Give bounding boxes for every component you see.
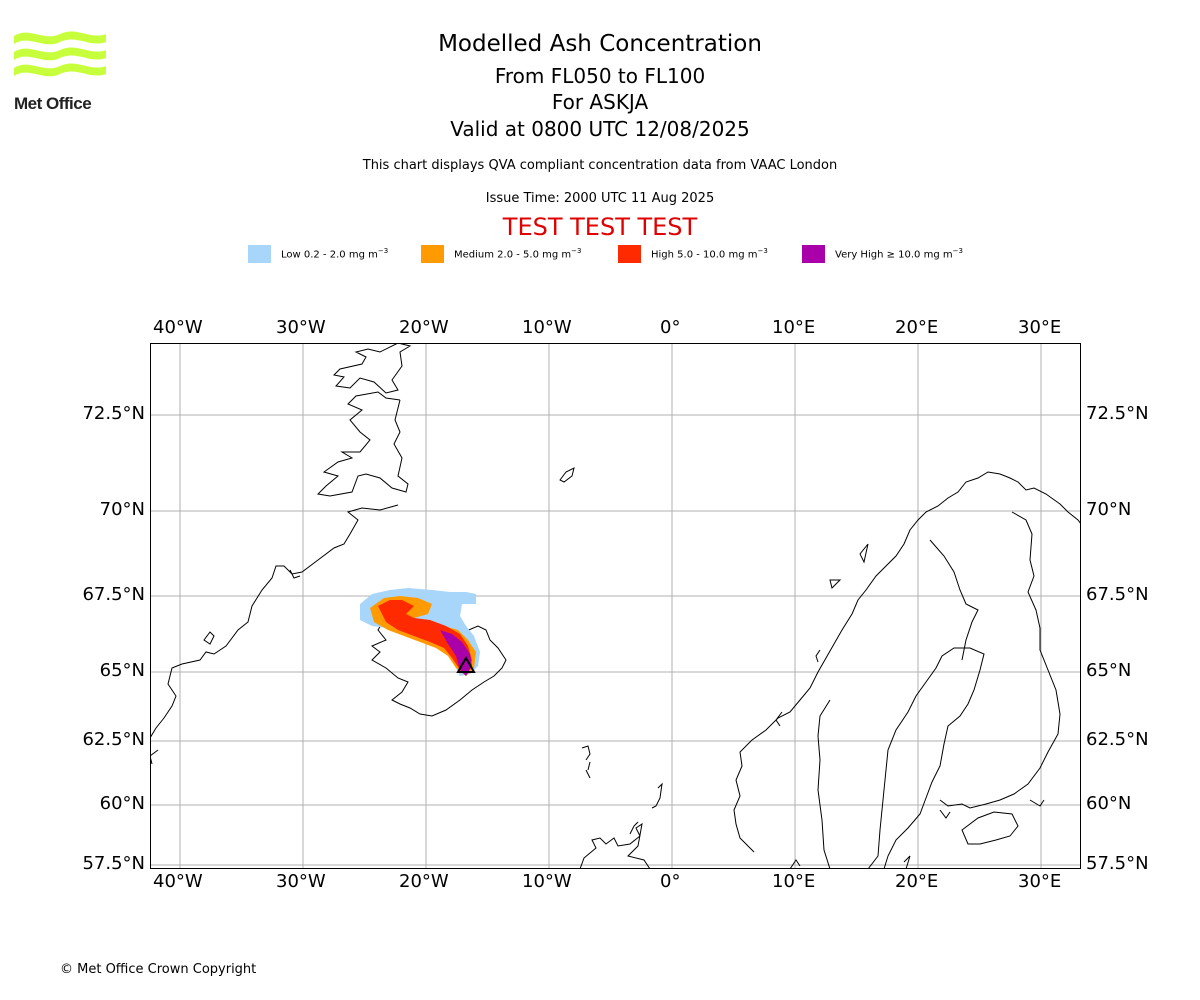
lon-label-bottom-20e: 20°E bbox=[895, 871, 939, 892]
lon-label-top-20w: 20°W bbox=[399, 317, 449, 338]
lon-label-bottom-0: 0° bbox=[660, 871, 681, 892]
baltic-coastline bbox=[939, 799, 1045, 845]
lat-label-right-62-5: 62.5°N bbox=[1086, 729, 1149, 750]
map-gridlines bbox=[150, 343, 1081, 869]
copyright: © Met Office Crown Copyright bbox=[60, 962, 257, 977]
lon-label-bottom-20w: 20°W bbox=[399, 871, 449, 892]
lon-label-top-0: 0° bbox=[660, 317, 681, 338]
met-office-waves-icon bbox=[14, 31, 106, 77]
legend-item-very-high: Very High ≥ 10.0 mg m−3 bbox=[802, 244, 963, 264]
lon-label-bottom-40w: 40°W bbox=[153, 871, 203, 892]
lon-label-top-30e: 30°E bbox=[1018, 317, 1062, 338]
lon-label-bottom-10w: 10°W bbox=[522, 871, 572, 892]
legend-label-low: Low 0.2 - 2.0 mg m bbox=[281, 249, 378, 261]
legend-label-very-high: Very High ≥ 10.0 mg m bbox=[835, 249, 953, 261]
legend-swatch-medium bbox=[421, 245, 444, 263]
lon-label-bottom-30w: 30°W bbox=[276, 871, 326, 892]
issue-time: Issue Time: 2000 UTC 11 Aug 2025 bbox=[485, 191, 715, 206]
subtitle: This chart displays QVA compliant concen… bbox=[362, 158, 838, 173]
denmark-coastline bbox=[789, 855, 911, 869]
lat-label-right-65: 65°N bbox=[1086, 660, 1132, 681]
lat-label-left-62-5: 62.5°N bbox=[82, 729, 145, 750]
ash-very-high bbox=[440, 630, 472, 676]
lon-label-bottom-10e: 10°E bbox=[772, 871, 816, 892]
shetland-coastline bbox=[651, 782, 663, 809]
legend-label-high: High 5.0 - 10.0 mg m bbox=[651, 249, 758, 261]
jan-mayen-coastline bbox=[559, 467, 575, 483]
lat-label-left-65: 65°N bbox=[99, 660, 145, 681]
legend-item-high: High 5.0 - 10.0 mg m−3 bbox=[618, 244, 768, 264]
met-office-logo-text: Met Office bbox=[14, 94, 92, 113]
lon-label-top-40w: 40°W bbox=[153, 317, 203, 338]
ash-high bbox=[378, 600, 472, 672]
lon-label-top-10e: 10°E bbox=[772, 317, 816, 338]
test-banner: TEST TEST TEST bbox=[502, 213, 698, 241]
faroe-coastline bbox=[581, 745, 591, 779]
title-line-3: For ASKJA bbox=[551, 90, 649, 114]
lat-label-left-67-5: 67.5°N bbox=[82, 584, 145, 605]
lon-label-top-10w: 10°W bbox=[522, 317, 572, 338]
met-office-logo: Met Office bbox=[14, 28, 114, 113]
legend-swatch-low bbox=[248, 245, 271, 263]
lat-label-right-70: 70°N bbox=[1086, 499, 1132, 520]
lat-label-right-72-5: 72.5°N bbox=[1086, 403, 1149, 424]
legend-label-medium: Medium 2.0 - 5.0 mg m bbox=[454, 249, 572, 261]
lat-label-left-57-5: 57.5°N bbox=[82, 853, 145, 874]
lon-label-bottom-30e: 30°E bbox=[1018, 871, 1062, 892]
title-line-1: Modelled Ash Concentration bbox=[438, 31, 762, 57]
lat-label-left-70: 70°N bbox=[99, 499, 145, 520]
legend-item-low: Low 0.2 - 2.0 mg m−3 bbox=[248, 244, 388, 264]
lat-label-left-60: 60°N bbox=[99, 793, 145, 814]
greenland-coastline bbox=[150, 343, 412, 765]
legend-swatch-high bbox=[618, 245, 641, 263]
lon-label-top-20e: 20°E bbox=[895, 317, 939, 338]
title-line-4: Valid at 0800 UTC 12/08/2025 bbox=[450, 117, 750, 141]
lat-label-right-67-5: 67.5°N bbox=[1086, 584, 1149, 605]
legend-swatch-very-high bbox=[802, 245, 825, 263]
lat-label-right-60: 60°N bbox=[1086, 793, 1132, 814]
map-frame bbox=[150, 343, 1081, 869]
ash-map bbox=[150, 343, 1081, 869]
lat-label-right-57-5: 57.5°N bbox=[1086, 853, 1149, 874]
scandinavia-coastline bbox=[733, 471, 1081, 853]
volcano-triangle-icon bbox=[456, 655, 476, 673]
title-line-2: From FL050 to FL100 bbox=[494, 64, 706, 88]
lon-label-top-30w: 30°W bbox=[276, 317, 326, 338]
legend-item-medium: Medium 2.0 - 5.0 mg m−3 bbox=[421, 244, 581, 264]
nordic-borders bbox=[817, 511, 1061, 869]
scotland-coastline bbox=[579, 821, 651, 869]
lat-label-left-72-5: 72.5°N bbox=[82, 403, 145, 424]
